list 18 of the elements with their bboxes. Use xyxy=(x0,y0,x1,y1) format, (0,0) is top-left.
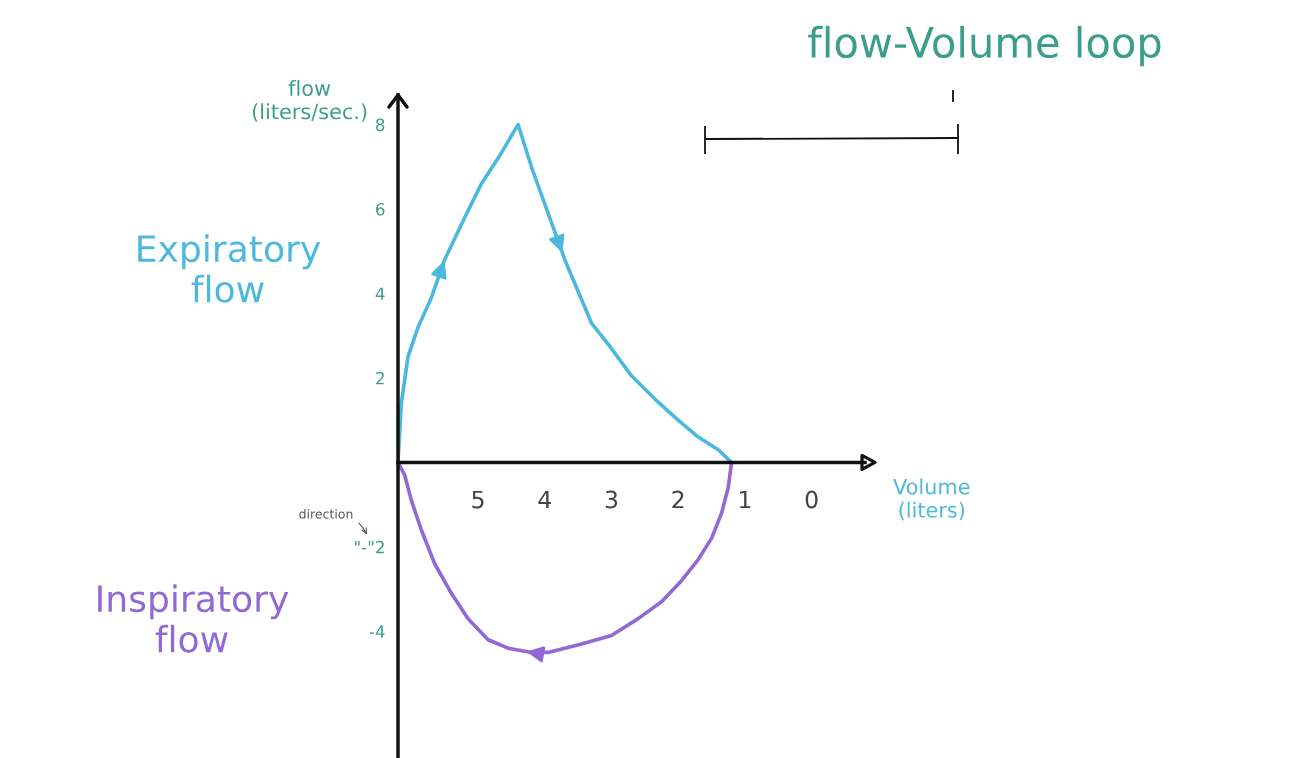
text: Inspiratory flow xyxy=(98,584,289,653)
text: flow-Volume loop xyxy=(808,25,1161,67)
x-tick-label: 5 xyxy=(472,490,484,509)
y-tick-label: -4 xyxy=(369,625,385,638)
y-axis-title: flow (liters/sec.) xyxy=(252,79,367,122)
y-tick-label: 2 xyxy=(376,371,384,385)
y-tick-label: 4 xyxy=(375,287,385,300)
x-tick-label: 3 xyxy=(605,490,618,509)
y-tick-label: "-"2 xyxy=(355,540,384,554)
x-tick-label: 2 xyxy=(672,490,684,509)
x-tick-label: 1 xyxy=(740,490,751,509)
x-tick-label: 0 xyxy=(805,490,818,509)
y-tick-label: 6 xyxy=(376,202,385,216)
text: Expiratory flow xyxy=(138,234,321,303)
x-axis-title: Volume (liters) xyxy=(893,478,970,521)
text: direction xyxy=(299,508,353,519)
x-tick-label: 4 xyxy=(538,490,551,509)
y-tick-label: 8 xyxy=(376,118,385,132)
